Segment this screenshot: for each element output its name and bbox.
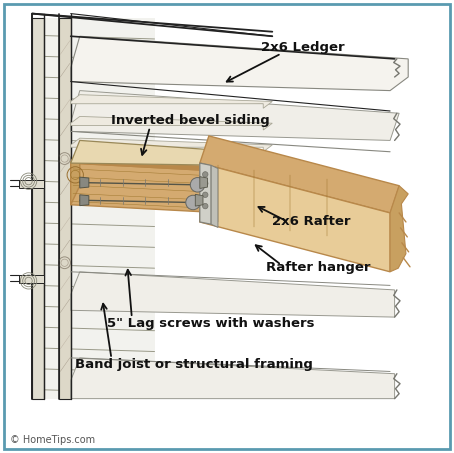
Polygon shape xyxy=(71,140,272,166)
Polygon shape xyxy=(32,18,44,399)
Text: Band joist or structural framing: Band joist or structural framing xyxy=(75,358,313,371)
Polygon shape xyxy=(32,18,154,399)
Polygon shape xyxy=(71,145,272,168)
Polygon shape xyxy=(71,138,272,152)
Text: Rafter hanger: Rafter hanger xyxy=(266,261,370,274)
Polygon shape xyxy=(200,136,399,213)
Polygon shape xyxy=(71,95,272,108)
Polygon shape xyxy=(195,194,203,206)
Polygon shape xyxy=(71,163,241,214)
Circle shape xyxy=(190,178,205,192)
Polygon shape xyxy=(19,275,44,283)
Polygon shape xyxy=(19,180,44,188)
Circle shape xyxy=(186,195,200,210)
Polygon shape xyxy=(200,163,211,224)
Text: 2x6 Rafter: 2x6 Rafter xyxy=(272,216,351,228)
Polygon shape xyxy=(200,177,207,188)
Polygon shape xyxy=(71,272,395,317)
Polygon shape xyxy=(71,358,395,399)
Polygon shape xyxy=(59,18,71,399)
Circle shape xyxy=(202,181,208,186)
Polygon shape xyxy=(71,145,250,172)
Text: 5" Lag screws with washers: 5" Lag screws with washers xyxy=(107,318,315,330)
Circle shape xyxy=(202,172,208,177)
Circle shape xyxy=(202,192,208,198)
Polygon shape xyxy=(71,145,80,205)
Polygon shape xyxy=(71,116,272,130)
Circle shape xyxy=(202,203,208,209)
Polygon shape xyxy=(71,36,408,91)
Text: 2x6 Ledger: 2x6 Ledger xyxy=(261,41,345,54)
Text: © HomeTips.com: © HomeTips.com xyxy=(10,435,95,445)
Polygon shape xyxy=(211,165,218,227)
Polygon shape xyxy=(80,195,89,206)
Polygon shape xyxy=(80,177,89,188)
Polygon shape xyxy=(200,163,390,272)
Polygon shape xyxy=(71,91,399,140)
Polygon shape xyxy=(390,186,408,272)
Text: Inverted bevel siding: Inverted bevel siding xyxy=(112,114,270,126)
